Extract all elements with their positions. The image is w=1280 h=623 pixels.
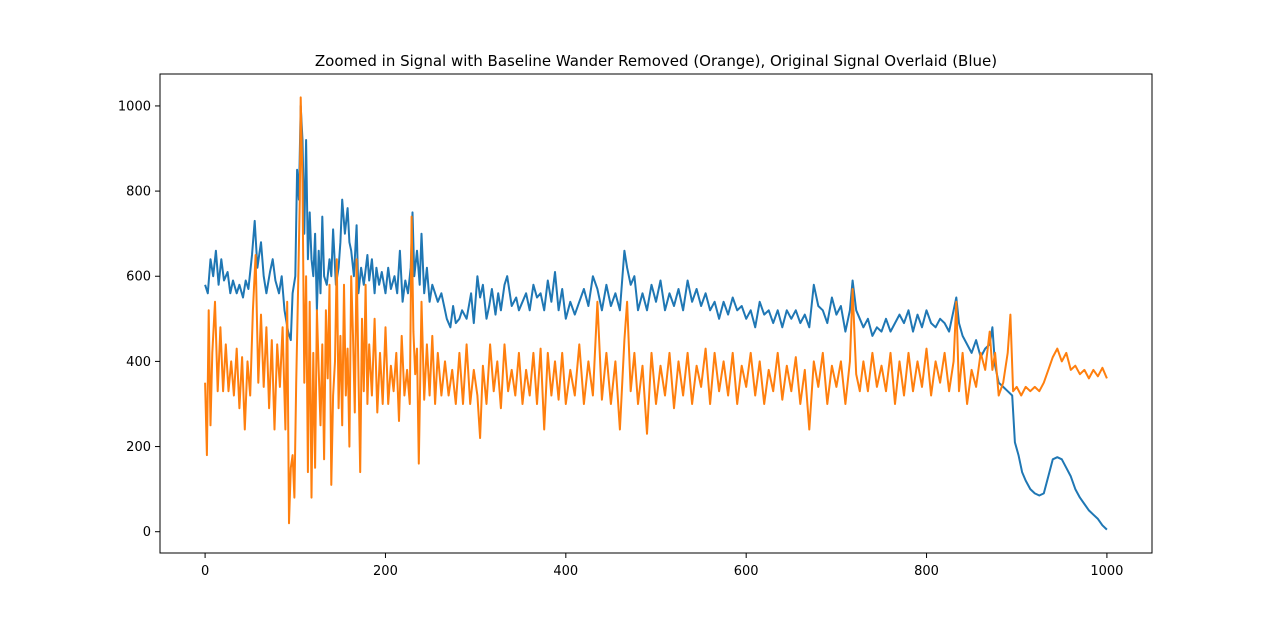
x-tick-label: 0 xyxy=(201,564,209,579)
y-tick-label: 0 xyxy=(143,525,151,540)
x-tick-label: 200 xyxy=(373,564,398,579)
y-tick-label: 200 xyxy=(126,440,151,455)
y-tick-label: 600 xyxy=(126,270,151,285)
y-tick-label: 1000 xyxy=(118,99,151,114)
x-tick-label: 800 xyxy=(914,564,939,579)
y-tick-label: 800 xyxy=(126,185,151,200)
x-tick-label: 1000 xyxy=(1090,564,1123,579)
series-line-original-blue xyxy=(204,104,1108,531)
y-tick-label: 400 xyxy=(126,355,151,370)
x-tick-label: 400 xyxy=(553,564,578,579)
chart-title: Zoomed in Signal with Baseline Wander Re… xyxy=(315,52,997,70)
plot-frame xyxy=(159,73,1153,554)
series-layer xyxy=(204,96,1108,531)
axes-layer: 0 200 400 600 800 1000 0 200 400 600 800 1000 xyxy=(118,73,1153,579)
x-tick-label: 600 xyxy=(734,564,759,579)
series-line-baseline-removed-orange xyxy=(204,96,1108,525)
